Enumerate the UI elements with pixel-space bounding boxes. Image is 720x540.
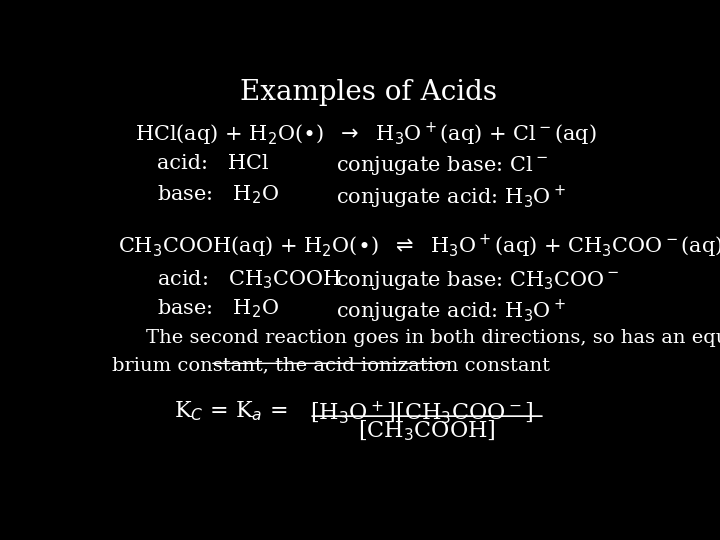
Text: conjugate base: Cl$^-$: conjugate base: Cl$^-$ (336, 154, 547, 177)
Text: CH$_3$COOH(aq) + H$_2$O($\bullet$)  $\rightleftharpoons$  H$_3$O$^+$(aq) + CH$_3: CH$_3$COOH(aq) + H$_2$O($\bullet$) $\rig… (118, 233, 720, 260)
Text: base:   H$_2$O: base: H$_2$O (157, 183, 279, 206)
Text: conjugate acid: H$_3$O$^+$: conjugate acid: H$_3$O$^+$ (336, 183, 565, 211)
Text: conjugate base: CH$_3$COO$^-$: conjugate base: CH$_3$COO$^-$ (336, 268, 619, 292)
Text: The second reaction goes in both directions, so has an equili-: The second reaction goes in both directi… (145, 329, 720, 347)
Text: [H$_3$O$^+$][CH$_3$COO$^-$]: [H$_3$O$^+$][CH$_3$COO$^-$] (310, 400, 534, 426)
Text: HCl(aq) + H$_2$O($\bullet$)  $\rightarrow$  H$_3$O$^+$(aq) + Cl$^-$(aq): HCl(aq) + H$_2$O($\bullet$) $\rightarrow… (135, 121, 596, 149)
Text: K$_C$ = K$_a$ =: K$_C$ = K$_a$ = (174, 400, 289, 423)
Text: base:   H$_2$O: base: H$_2$O (157, 298, 279, 320)
Text: acid:   HCl: acid: HCl (157, 154, 269, 173)
Text: acid:   CH$_3$COOH: acid: CH$_3$COOH (157, 268, 341, 291)
Text: conjugate acid: H$_3$O$^+$: conjugate acid: H$_3$O$^+$ (336, 298, 565, 325)
Text: brium constant, the acid ionization constant: brium constant, the acid ionization cons… (112, 356, 550, 374)
Text: Examples of Acids: Examples of Acids (240, 79, 498, 106)
Text: [CH$_3$COOH]: [CH$_3$COOH] (359, 419, 496, 443)
